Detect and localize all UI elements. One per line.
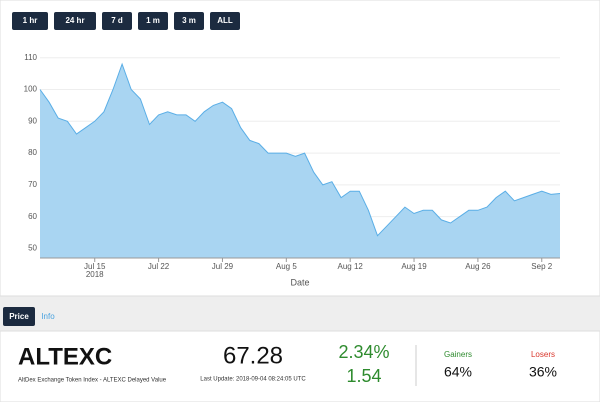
x-axis-label: Date — [290, 277, 309, 287]
ticker-panel — [0, 330, 600, 402]
x-tick-label: Jul 22 — [148, 262, 170, 271]
x-tick-label: Aug 5 — [276, 262, 297, 271]
tab-label[interactable]: Info — [41, 312, 55, 321]
range-button-label[interactable]: 1 m — [146, 16, 160, 25]
losers-label: Losers — [531, 350, 555, 359]
range-button-label[interactable]: 7 d — [111, 16, 123, 25]
x-tick-label: Jul 15 — [84, 262, 106, 271]
range-button-label[interactable]: 24 hr — [65, 16, 84, 25]
range-button-label[interactable]: 1 hr — [23, 16, 38, 25]
symbol: ALTEXC — [18, 343, 112, 370]
line — [39, 62, 561, 237]
y-tick-label: 60 — [28, 212, 37, 221]
gainers: 64% — [444, 364, 472, 380]
change: 1.54 — [346, 366, 381, 386]
last-update: Last Update: 2018-09-04 08:24:05 UTC — [200, 377, 306, 383]
x-tick-label: Aug 12 — [337, 262, 363, 271]
losers: 36% — [529, 364, 557, 380]
y-tick-label: 100 — [24, 85, 38, 94]
x-tick-label: Sep 2 — [531, 262, 552, 271]
range-button[interactable] — [12, 12, 48, 30]
gainers-label: Gainers — [444, 350, 472, 359]
range-button-label[interactable]: ALL — [217, 16, 233, 25]
x-year-label: 2018 — [86, 270, 104, 279]
y-tick-label: 110 — [24, 53, 37, 62]
range-button[interactable] — [174, 12, 204, 30]
x-tick-label: Aug 26 — [465, 262, 491, 271]
range-button[interactable] — [138, 12, 168, 30]
range-button-label[interactable]: 3 m — [182, 16, 196, 25]
y-tick-label: 50 — [28, 244, 37, 253]
y-tick-label: 70 — [28, 180, 37, 189]
range-button[interactable] — [102, 12, 132, 30]
y-tick-label: 90 — [28, 116, 37, 125]
tab-label[interactable]: Price — [9, 312, 29, 321]
range-button[interactable] — [210, 12, 240, 30]
description: AltDex Exchange Token Index - ALTEXC Del… — [18, 378, 167, 384]
price: 67.28 — [223, 342, 283, 369]
range-button[interactable] — [54, 12, 96, 30]
x-tick-label: Aug 19 — [401, 262, 427, 271]
tab-active[interactable] — [3, 307, 35, 326]
area — [40, 64, 560, 258]
change-pct: 2.34% — [338, 342, 389, 362]
y-tick-label: 80 — [28, 148, 37, 157]
x-tick-label: Jul 29 — [212, 262, 234, 271]
